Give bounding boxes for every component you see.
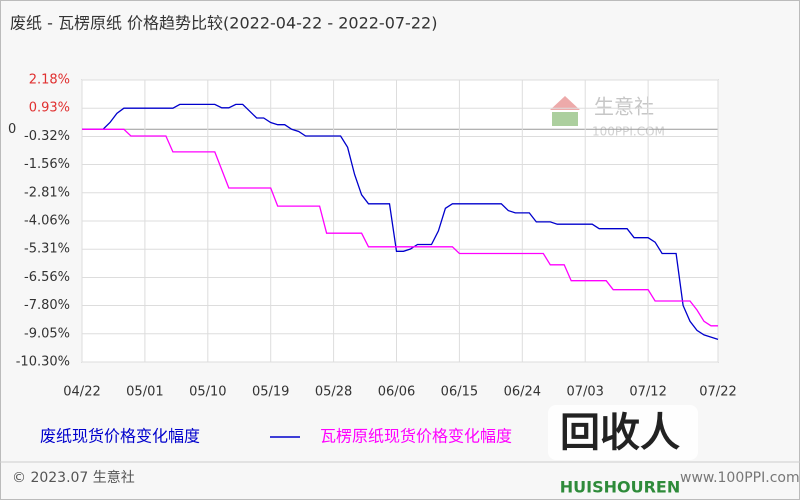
y-tick-label: -0.32% xyxy=(24,129,70,144)
watermark-name: 生意社 xyxy=(594,95,654,119)
x-tick-label: 07/22 xyxy=(699,385,736,400)
legend-label: 废纸现货价格变化幅度 xyxy=(40,427,200,446)
logo: 回收人 HUISHOUREN xyxy=(548,405,698,497)
y-tick-label: -9.05% xyxy=(24,326,70,341)
logo-pinyin: HUISHOUREN xyxy=(560,478,680,497)
series-line xyxy=(82,128,718,327)
x-tick-label: 05/28 xyxy=(315,385,352,400)
y-tick-label: 0.93% xyxy=(29,101,70,116)
y-tick-label: 2.18% xyxy=(29,73,70,88)
y-tick-label: -5.31% xyxy=(24,242,70,257)
x-tick-label: 05/01 xyxy=(126,385,163,400)
chart-title: 废纸 - 瓦楞原纸 价格趋势比较(2022-04-22 - 2022-07-22… xyxy=(10,14,437,33)
y-tick-label: -4.06% xyxy=(24,214,70,229)
x-tick-label: 05/19 xyxy=(252,385,289,400)
y-tick-label: -2.81% xyxy=(24,185,70,200)
footer-url: www.100PPI.com xyxy=(680,470,800,486)
x-tick-label: 07/03 xyxy=(566,385,603,400)
y-tick-label: -1.56% xyxy=(24,157,70,172)
x-tick-label: 04/22 xyxy=(63,385,100,400)
logo-name: 回收人 xyxy=(560,410,680,456)
legend-label: 瓦楞原纸现货价格变化幅度 xyxy=(320,427,512,446)
watermark-icon xyxy=(550,96,580,110)
watermark: 生意社 100PPI.COM xyxy=(550,95,665,139)
series-line xyxy=(82,103,719,341)
y-tick-label: 0 xyxy=(8,122,16,137)
y-tick-label: -6.56% xyxy=(24,270,70,285)
watermark-icon xyxy=(552,112,578,126)
y-tick-label: -7.80% xyxy=(24,298,70,313)
x-tick-label: 06/15 xyxy=(441,385,478,400)
footer-copyright: © 2023.07 生意社 xyxy=(12,469,135,486)
logo-bg xyxy=(548,405,698,460)
x-tick-label: 05/10 xyxy=(189,385,226,400)
watermark-site: 100PPI.COM xyxy=(592,125,665,139)
x-tick-label: 06/24 xyxy=(504,385,541,400)
x-tick-label: 07/12 xyxy=(629,385,666,400)
x-tick-label: 06/06 xyxy=(378,385,415,400)
y-tick-label: -10.30% xyxy=(16,355,70,370)
